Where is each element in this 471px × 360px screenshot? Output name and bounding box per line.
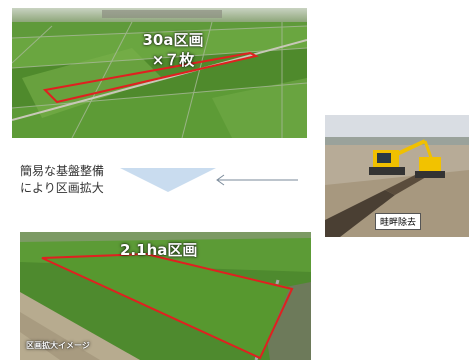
levee-removal-caption: 畦畔除去 [375, 213, 422, 230]
image-caption: 区画拡大イメージ [26, 341, 90, 350]
levee-removal-photo: 畦畔除去 [325, 115, 469, 237]
enlarged-block-outline [41, 252, 294, 360]
description-line-1: 簡易な基盤整備 [20, 164, 105, 178]
aerial-photo-before: 30a区画 ×７枚 [12, 8, 307, 138]
description-line-2: により区画拡大 [20, 181, 104, 195]
plot-size-label: 30a区画 [142, 31, 204, 49]
plot-count-label: ×７枚 [151, 51, 195, 69]
block-outline [42, 51, 259, 104]
enlarged-size-label: 2.1ha区画 [120, 241, 198, 259]
enlarged-field-illustration [20, 232, 311, 360]
aerial-photo-after: 2.1ha区画 区画拡大イメージ [20, 232, 311, 360]
down-arrow-icon [120, 168, 216, 192]
paddy-fields-illustration [12, 8, 307, 138]
left-arrow-icon [216, 174, 298, 186]
